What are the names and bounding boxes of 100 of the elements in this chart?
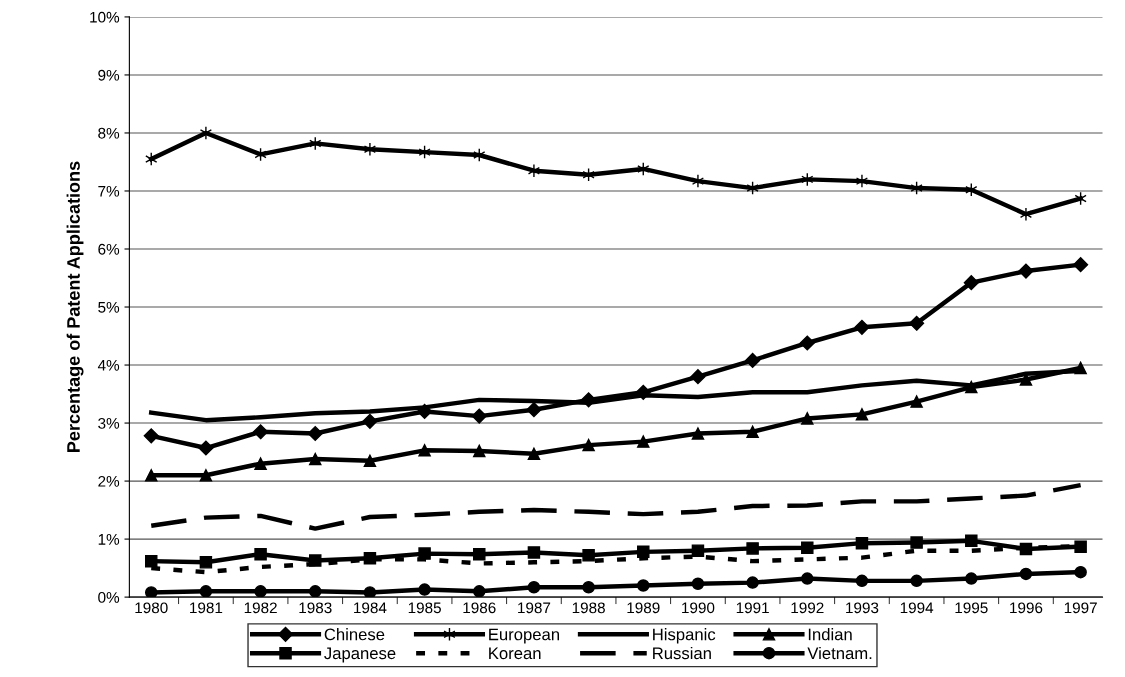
point	[582, 549, 595, 562]
x-tick-label: 1985	[408, 602, 441, 614]
y-tick-label: 2%	[98, 475, 120, 487]
point	[253, 424, 269, 440]
point	[582, 581, 595, 594]
x-tick-label: 1982	[244, 602, 277, 614]
point	[1019, 567, 1033, 581]
point	[418, 583, 431, 596]
x-tick-label: 1988	[572, 602, 605, 614]
point	[855, 536, 869, 550]
point	[691, 427, 705, 440]
point	[309, 554, 322, 567]
point	[526, 402, 542, 418]
legend-label: Russian	[653, 646, 711, 660]
point	[199, 469, 213, 482]
point	[143, 428, 159, 444]
line-series	[149, 482, 1083, 531]
point	[582, 438, 595, 452]
point	[254, 547, 267, 561]
point	[254, 585, 267, 598]
x-tick-label: 1991	[736, 602, 769, 614]
point	[801, 572, 814, 585]
point	[910, 395, 923, 408]
y-tick-label: 8%	[98, 127, 120, 139]
legend-label: Korean	[489, 647, 541, 660]
point	[691, 544, 705, 557]
point	[745, 352, 761, 368]
x-tick-label: 1980	[135, 602, 168, 614]
point	[855, 574, 869, 588]
legend-label: Japanese	[324, 647, 396, 663]
legend-label: Vietnam.	[807, 646, 872, 660]
x-tick-label: 1994	[900, 602, 934, 614]
y-tick-label: 6%	[98, 243, 120, 255]
point	[473, 547, 486, 561]
point	[473, 585, 486, 598]
point	[198, 440, 214, 456]
point	[144, 469, 158, 482]
point	[965, 572, 978, 585]
y-tick-label: 7%	[98, 185, 120, 197]
point	[1074, 540, 1087, 553]
point	[691, 577, 705, 591]
point	[199, 585, 213, 598]
point	[363, 454, 377, 468]
point	[1074, 361, 1087, 375]
point	[1074, 565, 1087, 579]
y-tick-label: 4%	[97, 359, 120, 371]
y-tick-label: 0%	[98, 591, 120, 603]
point	[801, 541, 814, 555]
point	[691, 174, 705, 189]
x-tick-label: 1992	[791, 602, 824, 614]
point	[801, 412, 814, 425]
point	[199, 126, 213, 140]
y-tick-label: 5%	[98, 301, 120, 313]
x-tick-label: 1981	[190, 602, 223, 614]
point	[637, 435, 650, 448]
point	[637, 579, 650, 592]
point	[637, 545, 650, 559]
legend-label: European	[489, 628, 559, 644]
y-tick-label: 10%	[90, 11, 120, 23]
x-tick-label: 1986	[463, 602, 496, 614]
point	[363, 586, 377, 598]
point	[1019, 373, 1033, 386]
point	[963, 275, 979, 291]
point	[254, 457, 267, 470]
x-tick-label: 1995	[955, 602, 988, 614]
point	[746, 542, 759, 555]
x-tick-label: 1983	[299, 602, 332, 614]
point	[527, 447, 541, 461]
point	[910, 574, 923, 588]
x-tick-label: 1997	[1064, 602, 1097, 614]
x-tick-label: 1987	[518, 602, 551, 614]
legend-label: Hispanic	[653, 628, 716, 644]
point	[746, 425, 759, 439]
point	[307, 425, 323, 442]
point	[1019, 207, 1033, 222]
point	[471, 408, 487, 424]
point	[854, 319, 870, 335]
point	[527, 581, 541, 594]
point	[690, 369, 706, 385]
x-tick-label: 1996	[1010, 602, 1043, 614]
point	[746, 576, 759, 589]
y-axis-title: Percentage of Patent Applications	[66, 161, 84, 452]
y-tick-label: 1%	[98, 534, 120, 545]
point	[799, 335, 815, 351]
legend-label: Chinese	[324, 628, 385, 641]
point	[418, 444, 431, 457]
point	[1018, 263, 1034, 279]
point	[527, 546, 541, 559]
point	[199, 556, 213, 569]
point	[855, 408, 869, 421]
y-tick-label: 9%	[98, 69, 120, 81]
point	[527, 163, 541, 178]
x-tick-label: 1993	[846, 602, 879, 614]
point	[144, 586, 158, 598]
point	[1073, 257, 1089, 273]
point	[965, 380, 978, 394]
point	[362, 413, 378, 429]
point	[909, 315, 925, 331]
point	[855, 174, 869, 189]
point	[473, 444, 486, 458]
